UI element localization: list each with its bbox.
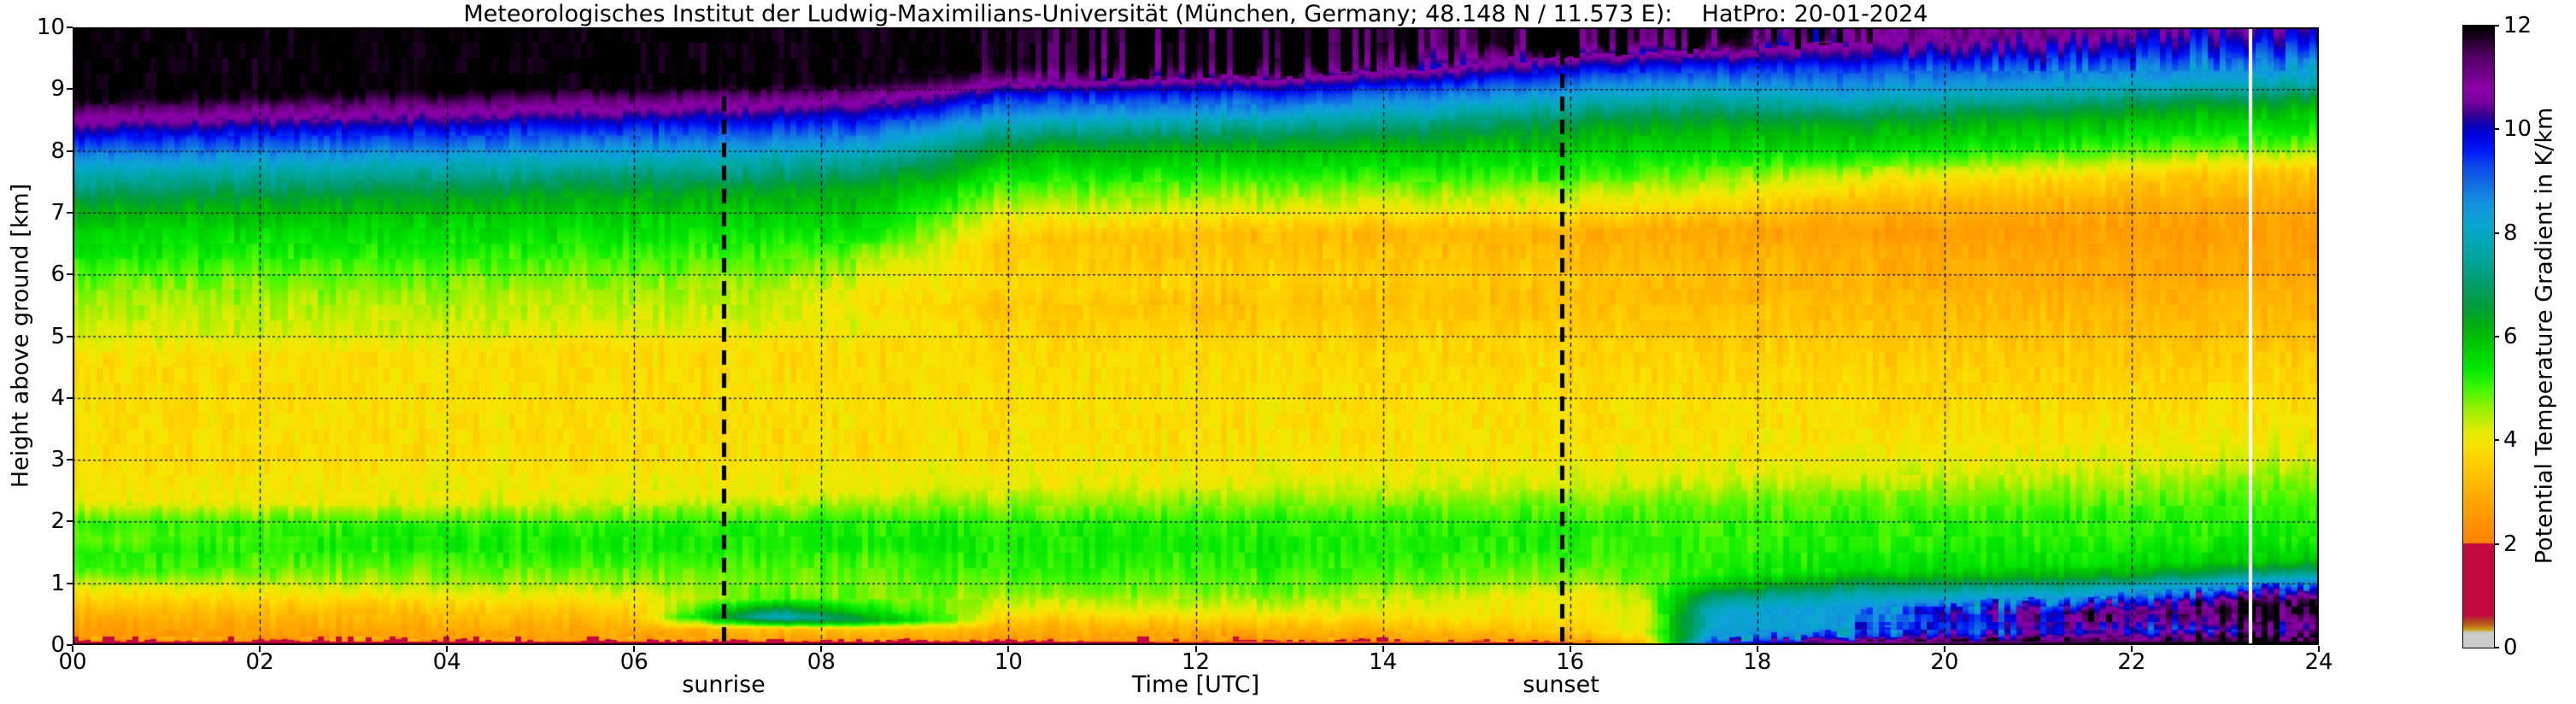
x-tick <box>1569 646 1571 652</box>
colorbar-tick-label: 10 <box>2503 116 2532 143</box>
x-tick <box>446 646 449 652</box>
y-tick-label: 1 <box>50 570 65 596</box>
x-tick <box>820 646 823 652</box>
x-tick-label: 20 <box>1930 649 1959 675</box>
y-tick <box>67 520 73 523</box>
y-tick-label: 0 <box>50 632 65 658</box>
y-tick-label: 3 <box>50 447 65 473</box>
x-tick-label: 22 <box>2117 649 2146 675</box>
x-tick <box>633 646 636 652</box>
y-tick <box>67 582 73 584</box>
y-tick <box>67 150 73 152</box>
y-tick-label: 9 <box>50 76 65 103</box>
colorbar-tick <box>2494 128 2499 131</box>
x-tick <box>1194 646 1197 652</box>
x-tick-label: 24 <box>2304 649 2333 675</box>
x-tick-label: 02 <box>245 649 274 675</box>
y-tick <box>67 396 73 399</box>
x-tick <box>1756 646 1758 652</box>
x-tick-label: 18 <box>1743 649 1772 675</box>
y-tick-label: 2 <box>50 508 65 535</box>
x-tick-label: 00 <box>58 649 87 675</box>
x-tick-label: 06 <box>619 649 648 675</box>
y-tick-label: 7 <box>50 199 65 226</box>
colorbar-tick-label: 8 <box>2503 220 2518 246</box>
y-tick-label: 6 <box>50 261 65 288</box>
colorbar-label: Potential Temperature Gradient in K/km <box>2531 107 2558 565</box>
y-tick <box>67 88 73 91</box>
colorbar-tick-label: 12 <box>2503 13 2532 38</box>
y-tick <box>67 335 73 337</box>
x-tick-label: 04 <box>432 649 461 675</box>
x-tick <box>2130 646 2133 652</box>
x-tick <box>2318 646 2320 652</box>
x-tick <box>1382 646 1384 652</box>
y-tick <box>67 644 73 646</box>
colorbar <box>2462 25 2495 648</box>
x-tick <box>1007 646 1010 652</box>
x-tick <box>1943 646 1945 652</box>
colorbar-tick-label: 2 <box>2503 531 2518 557</box>
colorbar-tick <box>2494 232 2499 234</box>
heatmap-canvas <box>73 27 2319 645</box>
y-tick-label: 8 <box>50 138 65 164</box>
y-tick <box>67 459 73 461</box>
colorbar-tick <box>2494 439 2499 442</box>
x-tick-label: 16 <box>1556 649 1585 675</box>
y-tick <box>67 211 73 214</box>
x-tick <box>72 646 73 652</box>
y-tick-label: 10 <box>36 15 65 40</box>
colorbar-tick <box>2494 543 2499 545</box>
colorbar-tick-label: 0 <box>2503 635 2518 660</box>
x-tick-label: 12 <box>1181 649 1211 675</box>
colorbar-tick <box>2494 647 2499 648</box>
x-tick <box>259 646 261 652</box>
x-tick-label: 10 <box>994 649 1023 675</box>
colorbar-tick-label: 4 <box>2503 427 2518 454</box>
colorbar-tick <box>2494 25 2499 26</box>
sunset-label: sunset <box>1523 672 1599 698</box>
x-tick-label: 14 <box>1369 649 1398 675</box>
colorbar-tick <box>2494 336 2499 337</box>
chart-title: Meteorologisches Institut der Ludwig-Max… <box>463 1 1928 27</box>
y-tick-label: 4 <box>50 384 65 411</box>
y-tick <box>67 26 73 28</box>
x-axis-label: Time [UTC] <box>1131 672 1260 698</box>
colorbar-tick-label: 6 <box>2503 324 2518 349</box>
sunrise-label: sunrise <box>682 672 766 698</box>
y-tick <box>67 273 73 276</box>
y-tick-label: 5 <box>50 323 65 349</box>
x-tick-label: 08 <box>807 649 836 675</box>
